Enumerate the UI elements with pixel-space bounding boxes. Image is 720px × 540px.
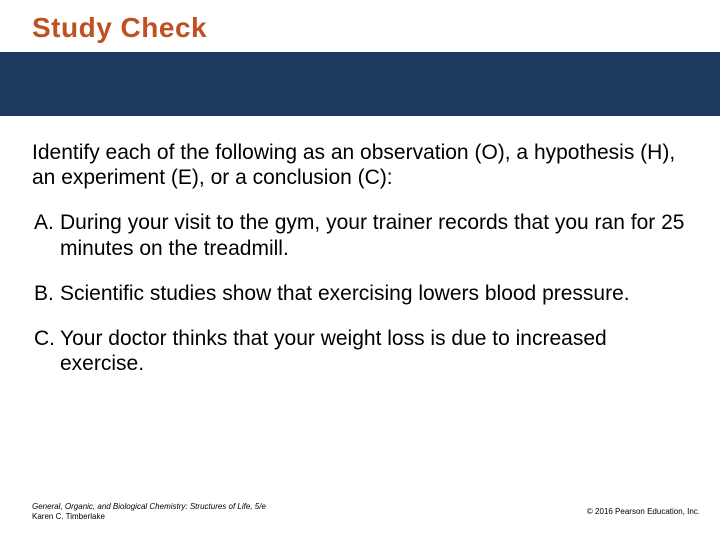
title-banner (0, 52, 720, 116)
list-item: B. Scientific studies show that exercisi… (32, 281, 688, 306)
content-area: Identify each of the following as an obs… (32, 140, 688, 396)
list-item: A. During your visit to the gym, your tr… (32, 210, 688, 260)
footer-left: General, Organic, and Biological Chemist… (32, 502, 266, 522)
list-text: Your doctor thinks that your weight loss… (60, 326, 688, 376)
slide-title: Study Check (32, 12, 207, 44)
author-name: Karen C. Timberlake (32, 512, 105, 521)
footer-copyright: © 2016 Pearson Education, Inc. (587, 507, 700, 516)
list-item: C. Your doctor thinks that your weight l… (32, 326, 688, 376)
prompt-text: Identify each of the following as an obs… (32, 140, 688, 190)
list-marker: A. (32, 210, 60, 260)
list-text: Scientific studies show that exercising … (60, 281, 688, 306)
list-text: During your visit to the gym, your train… (60, 210, 688, 260)
book-title: General, Organic, and Biological Chemist… (32, 502, 266, 511)
question-list: A. During your visit to the gym, your tr… (32, 210, 688, 376)
list-marker: B. (32, 281, 60, 306)
slide: Study Check Identify each of the followi… (0, 0, 720, 540)
list-marker: C. (32, 326, 60, 376)
